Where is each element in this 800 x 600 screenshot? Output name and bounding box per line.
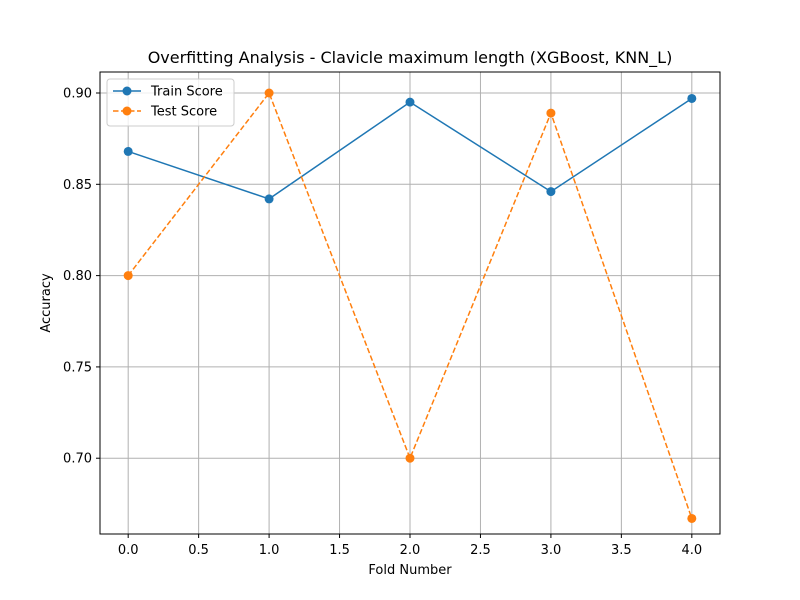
train-score-point — [687, 93, 697, 103]
y-axis-title: Accuracy — [39, 273, 54, 333]
series-line-test-score — [127, 91, 693, 519]
y-tick-label: 0.70 — [63, 452, 92, 467]
test-score-point — [687, 513, 697, 523]
x-tick-label: 1.0 — [259, 543, 280, 558]
x-tick-label: 2.5 — [470, 543, 491, 558]
x-tick-label: 2.0 — [400, 543, 421, 558]
x-tick-label: 1.5 — [329, 543, 350, 558]
legend-entry: Test Score — [113, 105, 217, 120]
train-score-point — [264, 194, 274, 204]
x-tick-label: 0.0 — [118, 543, 139, 558]
y-tick-label: 0.75 — [63, 360, 92, 375]
x-tick-label: 3.0 — [541, 543, 562, 558]
test-score-point — [123, 271, 133, 281]
legend-marker — [122, 106, 132, 116]
test-score-point — [546, 108, 556, 118]
x-tick-label: 0.5 — [188, 543, 209, 558]
legend-entry: Train Score — [113, 85, 223, 100]
test-score-point — [264, 88, 274, 98]
test-score-point — [405, 453, 415, 463]
y-tick-label: 0.90 — [63, 87, 92, 102]
y-tick-label: 0.85 — [63, 178, 92, 193]
x-tick-label: 3.5 — [611, 543, 632, 558]
legend: Train Score Test Score — [106, 78, 235, 127]
series-layer — [123, 88, 697, 523]
legend-label: Train Score — [150, 85, 223, 100]
x-axis-title: Fold Number — [368, 563, 452, 578]
legend-marker — [122, 86, 132, 96]
chart-title: Overfitting Analysis - Clavicle maximum … — [148, 48, 673, 68]
train-score-point — [546, 187, 556, 197]
train-score-point — [123, 146, 133, 156]
x-tick-label: 4.0 — [681, 543, 702, 558]
axis-ticks: 0.0 0.5 1.0 1.5 2.0 2.5 3.0 3.5 4.0 0.70 0.75 0.80 0… — [63, 87, 702, 559]
legend-label: Test Score — [150, 105, 217, 120]
y-tick-label: 0.80 — [63, 269, 92, 284]
train-score-point — [405, 97, 415, 107]
